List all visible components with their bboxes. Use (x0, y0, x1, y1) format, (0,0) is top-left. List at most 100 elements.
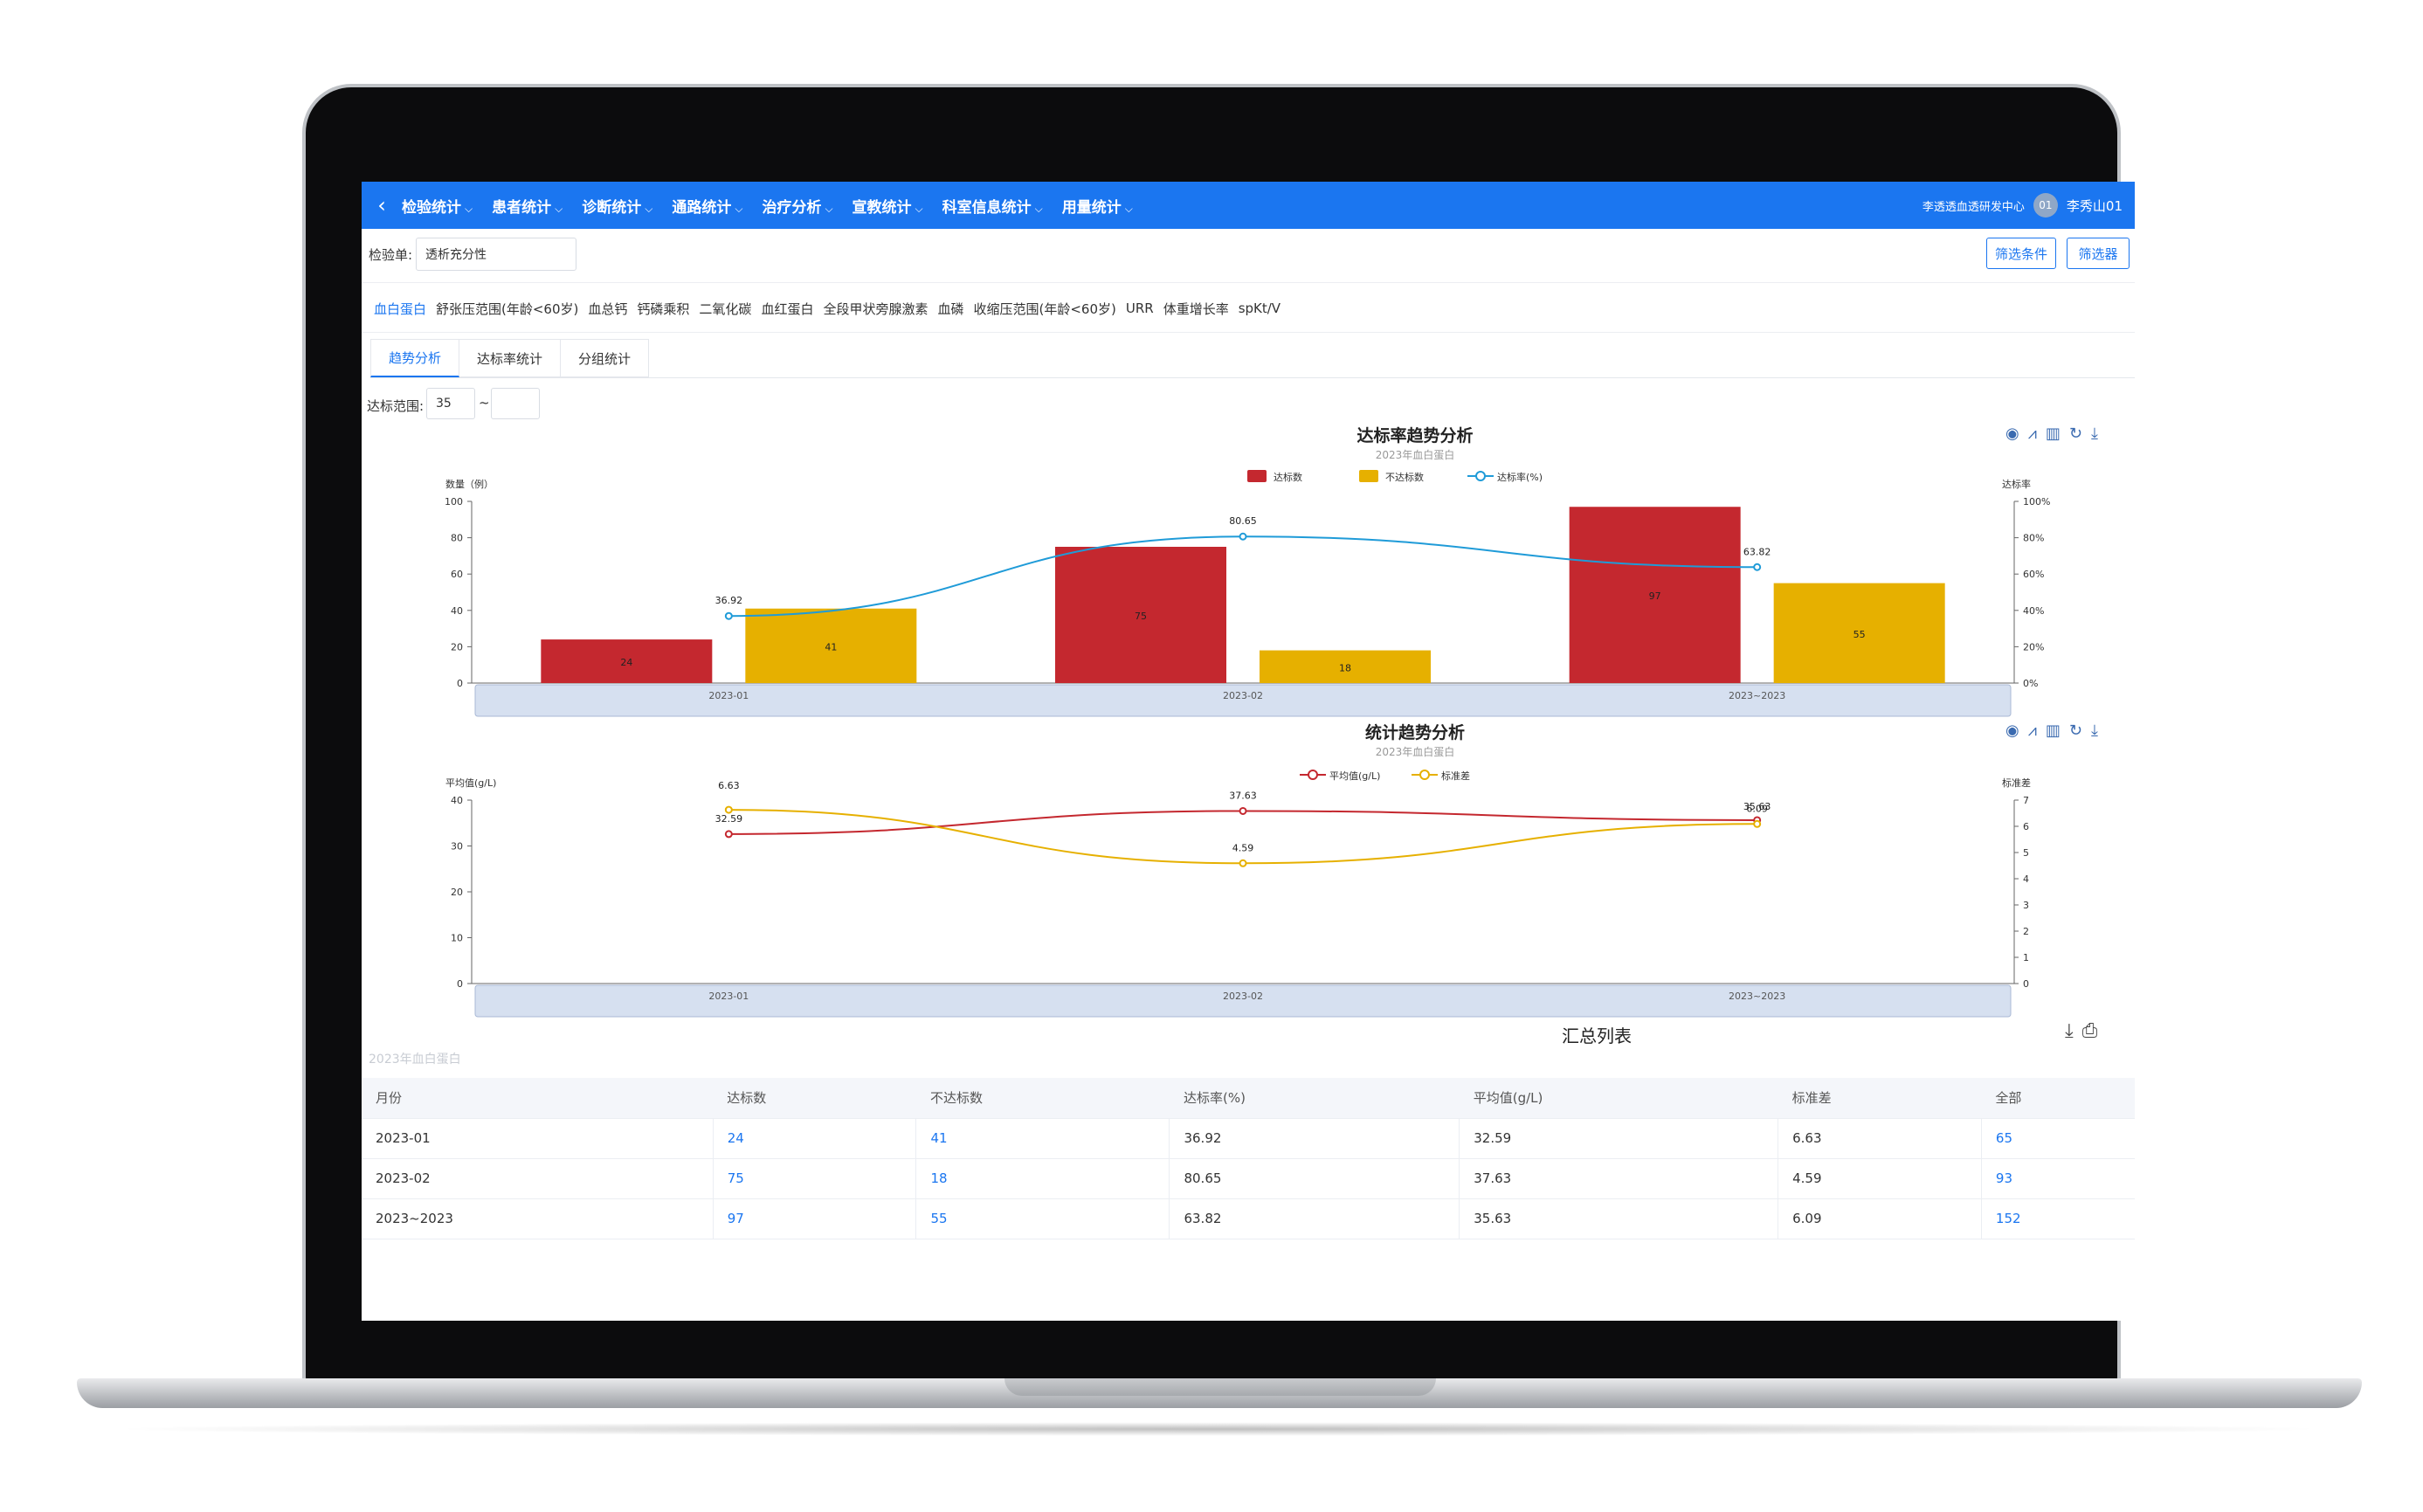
test-item[interactable]: 血红蛋白 (761, 300, 814, 317)
bar-chart-icon[interactable]: ▥ (2045, 721, 2061, 740)
nav-item-education-stats[interactable]: 宣教统计 ⌵ (853, 195, 923, 217)
refresh-icon[interactable]: ↻ (2068, 721, 2082, 740)
chevron-down-icon: ⌵ (645, 202, 653, 215)
test-item[interactable]: spKt/V (1238, 300, 1281, 316)
y-tick-label: 80 (451, 533, 463, 544)
cell-total-link[interactable]: 65 (1980, 1118, 2135, 1159)
cell-pass-link[interactable]: 24 (712, 1118, 916, 1159)
download-icon[interactable]: ⤓ (2090, 721, 2098, 740)
bar-value-label: 41 (825, 641, 837, 652)
nav-item-treatment-analysis[interactable]: 治疗分析 ⌵ (762, 195, 832, 217)
col-header: 全部 (1981, 1078, 2135, 1119)
nav-item-diagnosis-stats[interactable]: 诊断统计 ⌵ (582, 195, 652, 217)
cell-pass-link[interactable]: 75 (712, 1158, 916, 1199)
nav-item-patient-stats[interactable]: 患者统计 ⌵ (492, 195, 563, 217)
col-header: 平均值(g/L) (1459, 1078, 1778, 1119)
cell-sd: 4.59 (1778, 1158, 1982, 1199)
cell-fail-link[interactable]: 41 (915, 1118, 1170, 1159)
tab-rate[interactable]: 达标率统计 (459, 339, 562, 377)
chart2-title: 统计趋势分析 (1364, 723, 1465, 742)
summary-table: 月份 达标数 不达标数 达标率(%) 平均值(g/L) 标准差 全部 2023-… (362, 1078, 2135, 1239)
nav-item-lab-stats[interactable]: 检验统计 ⌵ (402, 195, 473, 217)
point-value-label: 32.59 (715, 813, 743, 825)
range-min-input[interactable]: 35 (426, 388, 475, 419)
legend-swatch (1247, 470, 1267, 482)
cell-fail-link[interactable]: 55 (915, 1198, 1170, 1239)
lab-sheet-select[interactable]: 透析充分性 (416, 238, 576, 271)
point-value-label: 35.63 (1743, 801, 1771, 812)
x-tick-label: 2023~2023 (1729, 690, 1785, 701)
tab-trend[interactable]: 趋势分析 (370, 339, 460, 377)
bar-value-label: 97 (1649, 590, 1661, 602)
table-toolbox: ⤓ ⎙ (2065, 1020, 2097, 1042)
x-tick-label: 2023-01 (708, 991, 749, 1002)
filter-button[interactable]: 筛选器 (2067, 238, 2130, 269)
y-right-tick-label: 0% (2023, 678, 2038, 689)
cell-total-link[interactable]: 93 (1980, 1158, 2135, 1199)
cell-fail-link[interactable]: 18 (915, 1158, 1170, 1199)
cell-total-link[interactable]: 152 (1980, 1198, 2135, 1239)
print-icon[interactable]: ⎙ (2081, 1020, 2098, 1042)
download-icon[interactable]: ⤓ (2090, 425, 2098, 443)
view-icon[interactable]: ◉ (2005, 721, 2019, 740)
line-chart-icon[interactable]: ⩘ (2027, 425, 2037, 443)
range-min-value: 35 (436, 397, 452, 411)
col-header: 月份 (362, 1078, 714, 1119)
cell-pass-link[interactable]: 97 (712, 1198, 916, 1239)
legend-marker (1308, 770, 1318, 780)
filter-conditions-button[interactable]: 筛选条件 (1986, 238, 2056, 269)
laptop-notch (1004, 1378, 1436, 1396)
test-item[interactable]: 收缩压范围(年龄<60岁) (973, 300, 1116, 317)
y-right-tick-label: 80% (2023, 533, 2044, 544)
point-value-label: 63.82 (1743, 546, 1771, 557)
test-item[interactable]: 血磷 (937, 300, 964, 317)
back-icon[interactable]: ‹ (377, 193, 386, 217)
test-item[interactable]: 全段甲状旁腺激素 (823, 300, 928, 317)
y-tick-label: 40 (451, 605, 463, 617)
nav-item-usage-stats[interactable]: 用量统计 ⌵ (1062, 195, 1133, 217)
chevron-down-icon: ⌵ (555, 202, 563, 215)
cell-mean: 35.63 (1459, 1198, 1778, 1239)
chevron-down-icon: ⌵ (465, 202, 473, 215)
test-item[interactable]: URR (1125, 300, 1154, 316)
nav-item-access-stats[interactable]: 通路统计 ⌵ (672, 195, 742, 217)
bar-value-label: 75 (1135, 611, 1147, 622)
point-value-label: 6.09 (1746, 803, 1768, 814)
line-chart-icon[interactable]: ⩘ (2027, 721, 2037, 740)
tab-bar: 趋势分析 达标率统计 分组统计 (370, 339, 650, 377)
tab-group[interactable]: 分组统计 (561, 339, 650, 377)
view-icon[interactable]: ◉ (2005, 425, 2019, 443)
range-max-input[interactable] (491, 388, 540, 419)
test-item[interactable]: 血白蛋白 (374, 300, 427, 317)
point-value-label: 6.63 (718, 780, 740, 791)
table-row: 2023-02 75 18 80.65 37.63 4.59 93 (362, 1158, 2135, 1199)
y-right-tick-label: 7 (2023, 795, 2029, 806)
bar (1773, 583, 1945, 683)
bar-chart-icon[interactable]: ▥ (2045, 425, 2061, 443)
legend-label: 达标率(%) (1497, 471, 1543, 483)
y-right-tick-label: 2 (2023, 926, 2029, 937)
legend-label: 平均值(g/L) (1329, 770, 1380, 782)
nav-item-dept-info-stats[interactable]: 科室信息统计 ⌵ (942, 195, 1043, 217)
laptop-shadow (105, 1422, 2332, 1436)
y-axis-title: 平均值(g/L) (445, 777, 496, 789)
user-name[interactable]: 李秀山01 (2066, 197, 2123, 214)
x-tick-label: 2023~2023 (1729, 991, 1785, 1002)
test-item[interactable]: 体重增长率 (1163, 300, 1229, 317)
y-right-tick-label: 40% (2023, 605, 2044, 617)
series-point (1753, 819, 1762, 828)
download-icon[interactable]: ⤓ (2065, 1020, 2074, 1042)
cell-mean: 32.59 (1459, 1118, 1778, 1159)
test-item[interactable]: 血总钙 (588, 300, 628, 317)
x-tick-label: 2023-02 (1223, 690, 1263, 701)
summary-title: 汇总列表 (1562, 1025, 1632, 1046)
refresh-icon[interactable]: ↻ (2068, 425, 2082, 443)
avatar[interactable]: 01 (2033, 193, 2058, 217)
test-item[interactable]: 舒张压范围(年龄<60岁) (436, 300, 579, 317)
nav-label: 宣教统计 (852, 198, 912, 217)
test-item[interactable]: 二氧化碳 (699, 300, 752, 317)
zoom-slider (474, 684, 2012, 717)
y-right-tick-label: 4 (2023, 873, 2029, 885)
test-item[interactable]: 钙磷乘积 (637, 300, 690, 317)
